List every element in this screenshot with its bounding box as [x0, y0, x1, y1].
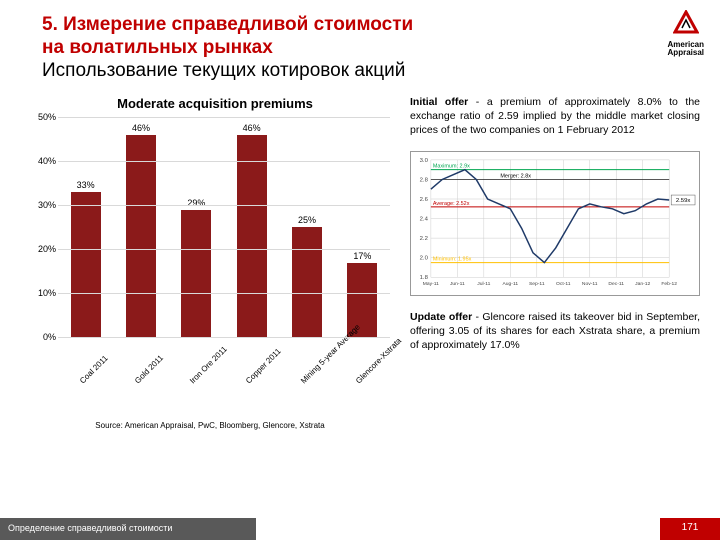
svg-text:Merger: 2.8x: Merger: 2.8x: [500, 174, 531, 180]
svg-text:Maximum: 2.9x: Maximum: 2.9x: [433, 164, 470, 170]
grid-line: [58, 161, 390, 162]
line-chart: 1.8 2.0 2.2 2.4 2.6 2.8 3.0 May-11 Jun-11 Jul-11 A…: [410, 151, 700, 296]
svg-text:Dec-11: Dec-11: [608, 281, 624, 287]
svg-text:Oct-11: Oct-11: [556, 281, 571, 287]
title-line2: на волатильных рынках: [42, 37, 692, 60]
svg-text:2.59x: 2.59x: [676, 198, 691, 204]
bar: 46%: [237, 135, 267, 337]
y-tick: 20%: [38, 244, 56, 254]
bar: 29%: [181, 210, 211, 338]
bar-chart: 0%10%20%30%40%50% 33%46%29%46%25%17% Coa…: [30, 117, 390, 367]
svg-text:Nov-11: Nov-11: [582, 281, 598, 287]
x-label: Gold 2011: [133, 354, 165, 386]
svg-text:2.8: 2.8: [420, 178, 429, 184]
initial-offer-text: Initial offer - a premium of approximate…: [410, 96, 700, 137]
svg-text:Sep-11: Sep-11: [529, 281, 545, 287]
logo-text: AmericanAppraisal: [668, 41, 704, 57]
grid-line: [58, 205, 390, 206]
grid-line: [58, 337, 390, 338]
svg-text:2.0: 2.0: [420, 256, 429, 262]
slide-footer: Определение справедливой стоимости 171: [0, 518, 720, 540]
x-label: Copper 2011: [244, 347, 283, 386]
content-area: Moderate acquisition premiums 0% 10% 20% 30…: [0, 90, 720, 430]
grid-line: [58, 249, 390, 250]
svg-text:Jul-11: Jul-11: [477, 281, 490, 287]
logo-triangle-icon: [673, 10, 699, 34]
y-axis: 0%10%20%30%40%50%: [30, 117, 58, 337]
svg-text:Feb-12: Feb-12: [661, 281, 677, 287]
y-tick: 50%: [38, 112, 56, 122]
svg-text:2.2: 2.2: [420, 236, 428, 242]
svg-text:Aug-11: Aug-11: [503, 281, 519, 287]
x-axis-labels: Coal 2011 Gold 2011 Iron Ore 2011 Copper 20…: [58, 337, 390, 387]
bar: 33%: [71, 192, 101, 337]
bar-value-label: 33%: [77, 180, 95, 190]
y-tick: 0%: [43, 332, 56, 342]
svg-text:Average: 2.52x: Average: 2.52x: [433, 201, 470, 207]
svg-text:Jan-12: Jan-12: [635, 281, 650, 287]
bar-plot-area: 33% 46% 29% 46% 25% 17%: [58, 117, 390, 337]
right-column: Initial offer - a premium of approximate…: [410, 96, 700, 430]
x-label: Iron Ore 2011: [188, 345, 229, 386]
svg-text:1.8: 1.8: [420, 276, 429, 282]
bar: 46%: [126, 135, 156, 337]
y-tick: 10%: [38, 288, 56, 298]
svg-text:Minimum: 1.95x: Minimum: 1.95x: [433, 257, 472, 263]
subtitle: Использование текущих котировок акций: [42, 60, 692, 83]
svg-text:2.4: 2.4: [420, 217, 429, 223]
company-logo: AmericanAppraisal: [668, 10, 704, 57]
slide-header: 5. Измерение справедливой стоимости на в…: [0, 0, 720, 90]
svg-text:May-11: May-11: [423, 281, 439, 287]
page-number: 171: [660, 518, 720, 540]
bar: 25%: [292, 227, 322, 337]
grid-line: [58, 293, 390, 294]
x-label: Glencore-Xstrata: [354, 337, 403, 386]
svg-text:3.0: 3.0: [420, 158, 429, 164]
bar-chart-title: Moderate acquisition premiums: [30, 96, 400, 111]
svg-text:Jun-11: Jun-11: [450, 281, 465, 287]
x-label: Coal 2011: [78, 354, 110, 386]
y-tick: 40%: [38, 156, 56, 166]
bar-value-label: 17%: [353, 251, 371, 261]
chart-source: Source: American Appraisal, PwC, Bloombe…: [30, 421, 390, 430]
bar-value-label: 46%: [132, 123, 150, 133]
bar-value-label: 46%: [243, 123, 261, 133]
title-line1: 5. Измерение справедливой стоимости: [42, 14, 692, 37]
bar-value-label: 25%: [298, 215, 316, 225]
update-offer-text: Update offer - Glencore raised its takeo…: [410, 311, 700, 352]
y-tick: 30%: [38, 200, 56, 210]
grid-line: [58, 117, 390, 118]
footer-left: Определение справедливой стоимости: [0, 518, 256, 540]
left-column: Moderate acquisition premiums 0% 10% 20% 30…: [30, 96, 400, 430]
svg-text:2.6: 2.6: [420, 197, 429, 203]
